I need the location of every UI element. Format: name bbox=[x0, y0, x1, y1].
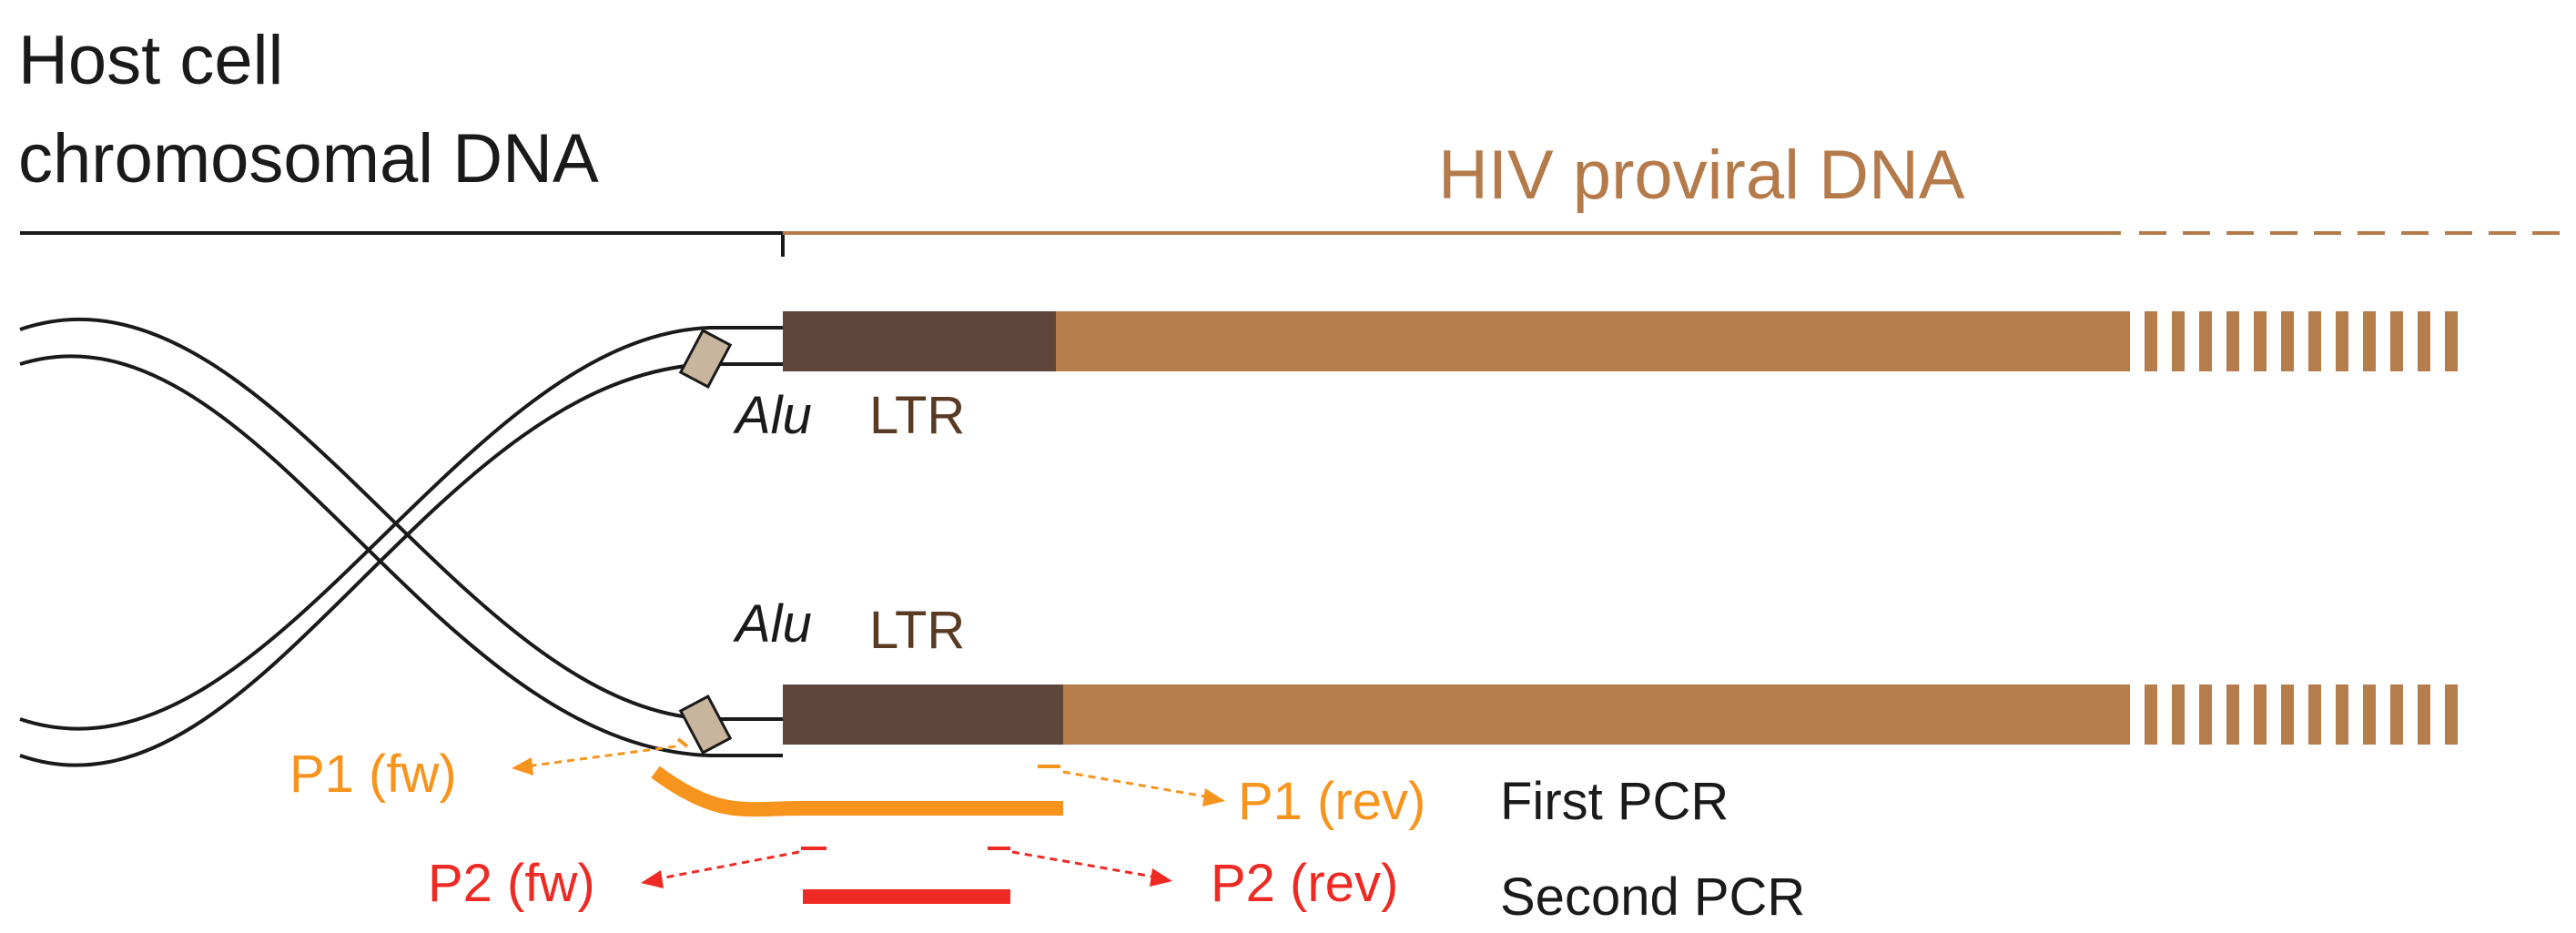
hiv-label: HIV proviral DNA bbox=[1438, 137, 1965, 214]
hiv-body-top bbox=[1056, 311, 2130, 371]
hiv-dashed-end-bottom bbox=[2145, 685, 2458, 745]
p1-fw-arrowhead bbox=[512, 757, 533, 776]
p2-rev-arrowhead bbox=[1150, 868, 1172, 887]
first-pcr-group: P1 (fw) P1 (rev) First PCR bbox=[289, 737, 1729, 831]
host-label-line1: Host cell bbox=[18, 22, 283, 99]
hiv-dashed-end-top bbox=[2145, 311, 2458, 371]
p1-rev-arrow bbox=[1062, 770, 1212, 799]
ltr-block-top bbox=[783, 311, 1056, 371]
p1-rev-label: P1 (rev) bbox=[1238, 772, 1425, 831]
p2-fw-arrow bbox=[654, 850, 800, 881]
ltr-block-bottom bbox=[783, 685, 1063, 745]
p1-fw-primer-mark bbox=[676, 737, 689, 748]
alu-block-top bbox=[678, 329, 733, 389]
p1-fw-label: P1 (fw) bbox=[289, 745, 457, 804]
hiv-body-bottom bbox=[1063, 685, 2130, 745]
second-pcr-group: P2 (fw) P2 (rev) Second PCR bbox=[428, 847, 1805, 927]
p1-amplicon bbox=[651, 766, 1063, 817]
ltr-label-bottom: LTR bbox=[869, 601, 965, 660]
p2-fw-label: P2 (fw) bbox=[428, 854, 595, 913]
p1-fw-arrow bbox=[525, 745, 676, 768]
host-label-line2: chromosomal DNA bbox=[18, 120, 599, 198]
second-pcr-label: Second PCR bbox=[1500, 867, 1805, 927]
host-dna-helix bbox=[19, 317, 783, 767]
alu-label-top: Alu bbox=[733, 386, 812, 445]
p2-rev-label: P2 (rev) bbox=[1211, 854, 1398, 913]
alu-block-bottom bbox=[678, 695, 733, 755]
ltr-label-top: LTR bbox=[869, 386, 965, 445]
alu-label-bottom: Alu bbox=[733, 594, 812, 654]
first-pcr-label: First PCR bbox=[1500, 772, 1729, 831]
p2-rev-arrow bbox=[1011, 850, 1159, 879]
p2-fw-arrowhead bbox=[641, 870, 664, 888]
p1-rev-arrowhead bbox=[1202, 788, 1225, 806]
